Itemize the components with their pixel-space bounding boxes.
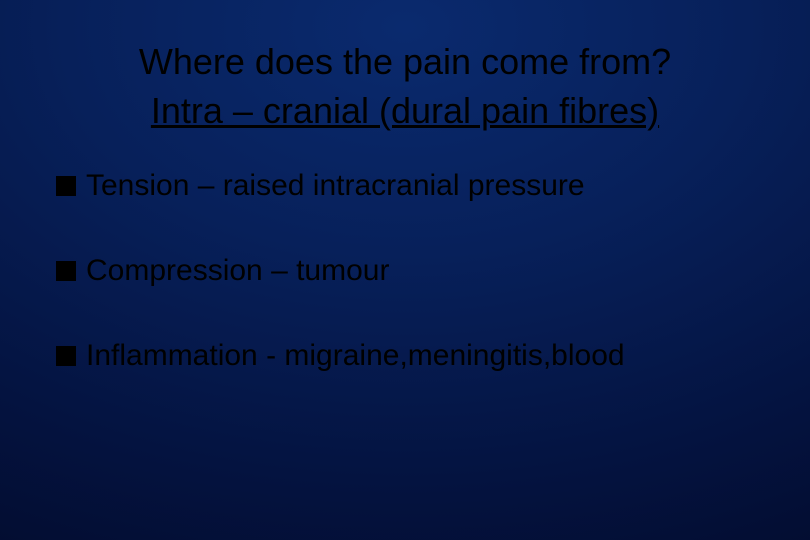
list-item: Compression – tumour [56,254,760,287]
slide-title: Where does the pain come from? Intra – c… [50,38,760,135]
bullet-text: Tension – raised intracranial pressure [86,169,585,202]
square-bullet-icon [56,176,76,196]
square-bullet-icon [56,346,76,366]
list-item: Inflammation - migraine,meningitis,blood [56,339,760,372]
bullet-text: Inflammation - migraine,meningitis,blood [86,339,625,372]
slide: Where does the pain come from? Intra – c… [0,0,810,540]
square-bullet-icon [56,261,76,281]
bullet-text: Compression – tumour [86,254,389,287]
bullet-list: Tension – raised intracranial pressure C… [50,169,760,372]
title-line-1: Where does the pain come from? [50,38,760,87]
title-line-2: Intra – cranial (dural pain fibres) [50,87,760,136]
list-item: Tension – raised intracranial pressure [56,169,760,202]
